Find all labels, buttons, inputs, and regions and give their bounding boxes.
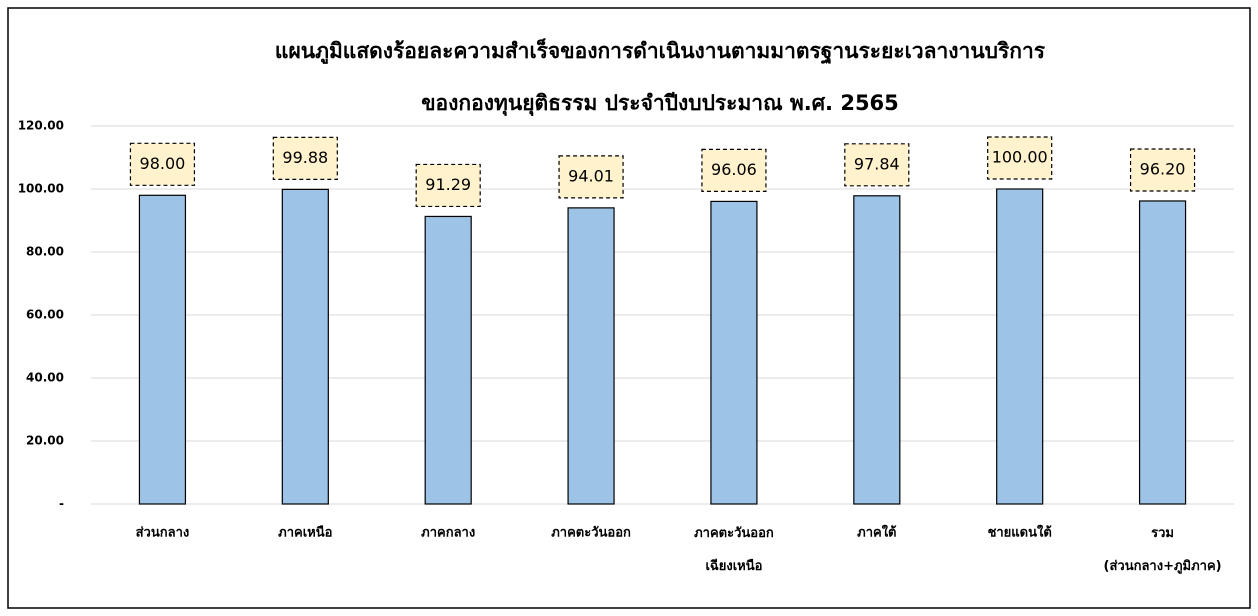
bar bbox=[424, 215, 472, 505]
x-tick-label: รวม(ส่วนกลาง+ภูมิภาค) bbox=[1104, 526, 1222, 574]
x-tick-label: ส่วนกลาง bbox=[136, 526, 190, 541]
data-label: 91.29 bbox=[425, 175, 471, 194]
x-tick-label: ภาคเหนือ bbox=[278, 525, 332, 541]
data-label: 98.00 bbox=[140, 154, 186, 173]
x-tick-label: ภาคตะวันออก bbox=[551, 526, 631, 541]
x-tick-label: ภาคกลาง bbox=[421, 526, 475, 541]
x-tick-label: ชายแดนใต้ bbox=[988, 524, 1052, 541]
bar bbox=[710, 200, 758, 505]
data-label-box bbox=[129, 142, 196, 186]
data-label: 99.88 bbox=[282, 148, 328, 167]
data-label-box bbox=[844, 143, 910, 187]
data-label: 96.20 bbox=[1140, 159, 1186, 178]
bar bbox=[1138, 200, 1187, 505]
data-label-box bbox=[1129, 148, 1196, 192]
bar bbox=[567, 207, 615, 505]
x-tick-label: ภาคใต้ bbox=[857, 524, 896, 541]
bar bbox=[281, 188, 329, 505]
chart-title: แผนภูมิแสดงร้อยละความสำเร็จของการดำเนินง… bbox=[275, 37, 1046, 117]
data-label-box bbox=[415, 163, 481, 208]
y-tick-label: 100.00 bbox=[18, 182, 64, 196]
data-label-box bbox=[558, 155, 624, 199]
data-label: 96.06 bbox=[711, 160, 757, 179]
y-tick-label: 120.00 bbox=[18, 119, 64, 133]
y-tick-label: - bbox=[59, 497, 64, 511]
data-label: 94.01 bbox=[568, 166, 614, 185]
data-label: 100.00 bbox=[992, 148, 1048, 167]
data-label-box bbox=[987, 136, 1053, 180]
y-tick-label: 20.00 bbox=[26, 434, 64, 448]
x-tick-label: ภาคตะวันออกเฉียงเหนือ bbox=[694, 526, 774, 574]
data-label-box bbox=[701, 148, 767, 193]
y-tick-label: 40.00 bbox=[26, 371, 64, 385]
y-tick-label: 80.00 bbox=[26, 245, 64, 259]
y-tick-label: 60.00 bbox=[26, 308, 64, 322]
bar bbox=[138, 194, 187, 505]
data-label: 97.84 bbox=[854, 154, 900, 173]
data-label-box bbox=[272, 136, 338, 180]
bar bbox=[853, 195, 901, 505]
bar bbox=[996, 188, 1044, 505]
